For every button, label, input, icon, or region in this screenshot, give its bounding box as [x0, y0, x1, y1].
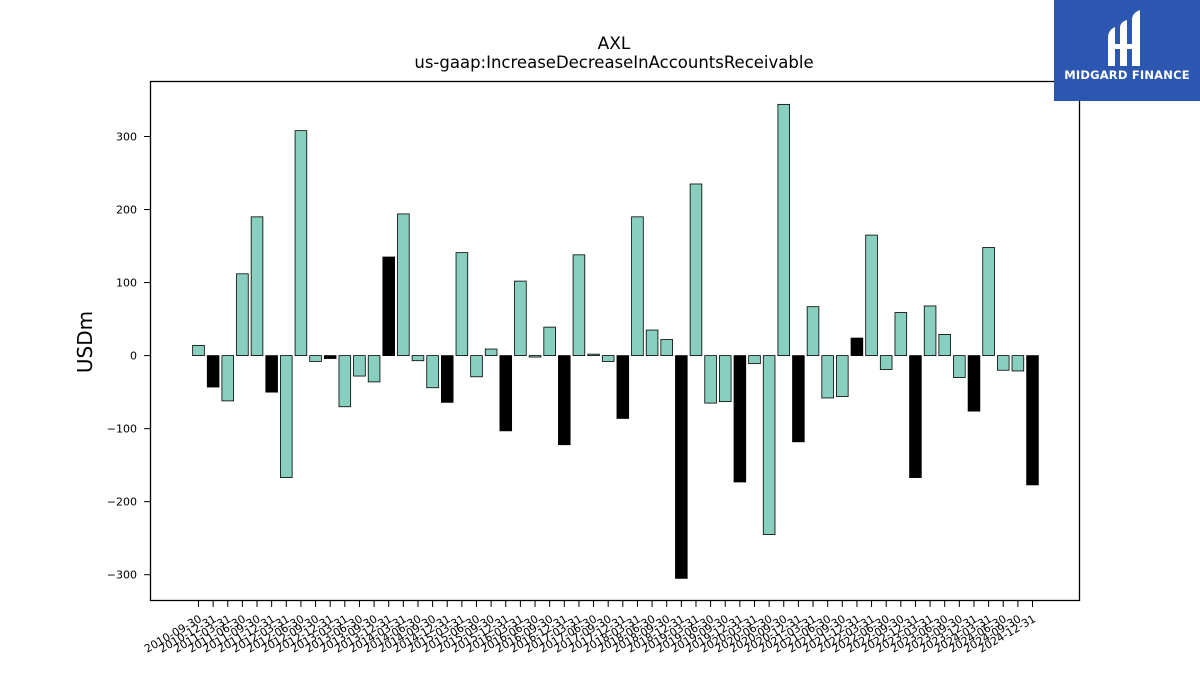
bar-2020-09-30	[777, 103, 791, 357]
y-tick-label: 0	[130, 350, 137, 363]
bars-group	[192, 103, 1039, 579]
bar-2012-12-31	[323, 355, 337, 359]
bar-2015-09-30	[484, 348, 498, 356]
bar-2013-09-30	[367, 355, 381, 383]
bar-2016-06-30	[528, 355, 542, 358]
bar-2022-12-31	[909, 355, 922, 478]
bar-2023-12-31	[967, 355, 981, 412]
bar-2023-06-30	[938, 334, 951, 357]
bar-2015-06-30	[470, 355, 483, 378]
bar-2016-12-31	[558, 355, 571, 446]
bar-2010-09-30	[192, 344, 205, 357]
bar-2023-03-31	[923, 305, 937, 357]
bar-2024-12-31	[1026, 355, 1039, 486]
y-tick-label: 300	[116, 131, 137, 144]
bar-2022-06-30	[879, 355, 893, 370]
bar-2012-03-31	[280, 355, 293, 478]
y-tick-label: −100	[107, 423, 137, 436]
y-axis: −300 −200 −100 0 100 200 300	[107, 131, 150, 582]
plot-frame	[149, 80, 1081, 602]
bar-2012-06-30	[294, 130, 308, 357]
bar-2019-06-30	[704, 355, 717, 404]
bar-2018-06-30	[645, 329, 659, 357]
bar-2019-12-31	[733, 355, 747, 483]
bar-2017-12-31	[616, 355, 630, 419]
bar-2011-09-30	[250, 216, 264, 356]
chart-subtitle: us-gaap:IncreaseDecreaseInAccountsReceiv…	[414, 53, 813, 72]
y-tick-label: −300	[107, 569, 137, 582]
bar-2019-09-30	[718, 355, 732, 403]
bar-2013-06-30	[353, 355, 366, 377]
bar-2022-03-31	[865, 234, 878, 357]
bar-2013-03-31	[338, 355, 352, 408]
bar-2021-12-31	[850, 337, 864, 357]
bar-2018-03-31	[631, 216, 644, 356]
bar-2020-03-31	[748, 355, 761, 365]
bar-2015-12-31	[499, 355, 513, 432]
bar-2021-03-31	[806, 306, 820, 357]
chart-title: AXL	[598, 34, 631, 54]
bar-2024-06-30	[996, 355, 1010, 371]
bar-2017-09-30	[601, 355, 615, 362]
bar-2023-09-30	[953, 355, 966, 378]
bar-2024-03-31	[982, 247, 995, 357]
bar-2015-03-31	[455, 252, 469, 357]
bar-2011-03-31	[221, 355, 235, 402]
bar-2019-03-31	[689, 183, 703, 357]
bar-2016-03-31	[514, 280, 527, 356]
y-axis-label: USDm	[73, 311, 97, 373]
bar-2018-12-31	[675, 355, 688, 579]
bar-2012-09-30	[309, 355, 322, 362]
brand-logo: MIDGARD FINANCE	[1054, 0, 1200, 101]
bar-2018-09-30	[660, 339, 673, 357]
bar-2014-03-31	[397, 213, 410, 357]
bar-2021-06-30	[821, 355, 834, 399]
bar-2010-12-31	[206, 355, 220, 388]
bar-2013-12-31	[382, 256, 395, 357]
bar-2021-09-30	[836, 355, 849, 397]
bar-2024-09-30	[1011, 355, 1025, 372]
bar-2016-09-30	[543, 326, 556, 356]
bar-2022-09-30	[894, 312, 908, 357]
bar-2020-06-30	[762, 355, 776, 535]
bar-2011-06-30	[236, 273, 249, 357]
bar-2017-03-31	[572, 254, 586, 357]
bar-2014-06-30	[411, 355, 425, 362]
y-tick-label: 100	[116, 277, 137, 290]
y-tick-label: 200	[116, 204, 137, 217]
bar-2014-09-30	[426, 355, 439, 389]
y-tick-label: −200	[107, 496, 137, 509]
brand-name: MIDGARD FINANCE	[1064, 68, 1190, 82]
x-axis: 2010-09-302010-12-312011-03-312011-06-30…	[142, 601, 1038, 656]
bar-2017-06-30	[587, 353, 600, 357]
bar-2020-12-31	[792, 355, 805, 443]
bar-2014-12-31	[440, 355, 454, 403]
bar-2011-12-31	[265, 355, 278, 393]
brand-logo-icon	[1108, 10, 1140, 66]
